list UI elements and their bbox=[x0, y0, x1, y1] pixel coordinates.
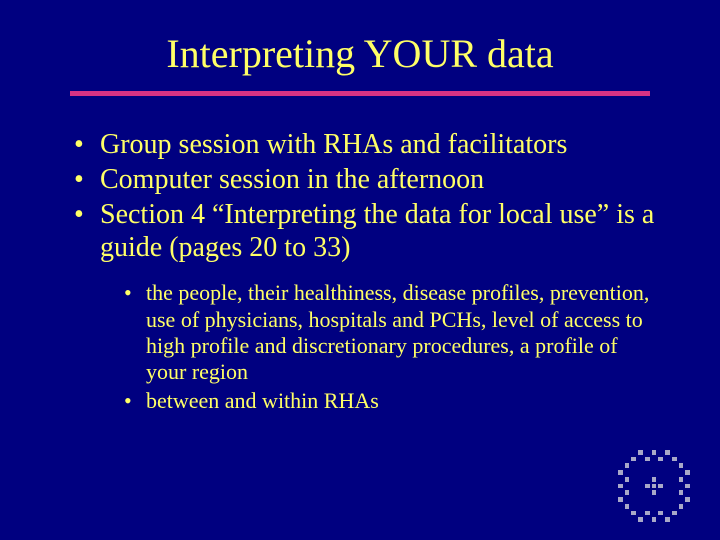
bullet-item: Section 4 “Interpreting the data for loc… bbox=[74, 198, 660, 264]
sub-bullet-item: between and within RHAs bbox=[124, 388, 660, 414]
title-rule bbox=[70, 91, 650, 96]
sub-bullet-list: the people, their healthiness, disease p… bbox=[60, 280, 660, 414]
bullet-item: Computer session in the afternoon bbox=[74, 163, 660, 196]
slide-title: Interpreting YOUR data bbox=[60, 30, 660, 77]
corner-logo-icon bbox=[618, 450, 690, 522]
sub-bullet-item: the people, their healthiness, disease p… bbox=[124, 280, 660, 386]
bullet-item: Group session with RHAs and facilitators bbox=[74, 128, 660, 161]
slide: Interpreting YOUR data Group session wit… bbox=[0, 0, 720, 540]
main-bullet-list: Group session with RHAs and facilitators… bbox=[60, 128, 660, 264]
